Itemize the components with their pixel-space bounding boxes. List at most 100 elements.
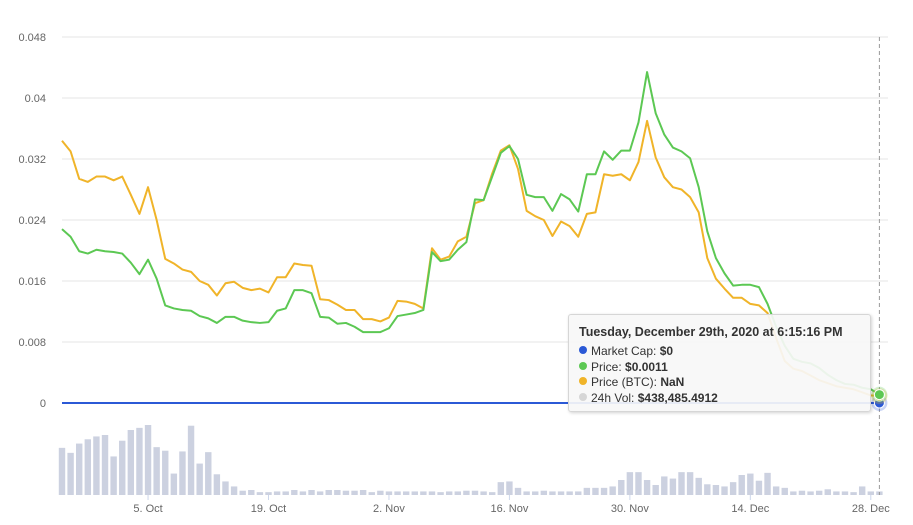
volume-bar: [93, 436, 100, 495]
volume-dot-icon: [579, 392, 587, 401]
volume-bar: [540, 490, 548, 495]
volume-bar: [213, 474, 221, 495]
tooltip-value: NaN: [660, 375, 685, 389]
volume-bar: [557, 491, 565, 495]
volume-bar: [84, 439, 92, 495]
volume-bar: [368, 492, 375, 495]
volume-bar: [704, 484, 711, 495]
volume-bar: [282, 491, 289, 495]
volume-bar: [239, 490, 246, 495]
volume-bar: [566, 491, 573, 495]
x-tick-label: 28. Dec: [852, 503, 890, 515]
volume-bar: [841, 491, 849, 495]
x-tick-label: 2. Nov: [373, 503, 405, 515]
volume-bar: [377, 490, 384, 495]
volume-bar: [755, 480, 763, 495]
tooltip-row-price: Price: $0.0011: [579, 360, 860, 376]
volume-bar: [807, 491, 814, 495]
volume-bar: [729, 482, 737, 495]
volume-bar: [127, 430, 135, 495]
volume-bar: [609, 486, 616, 495]
volume-bar: [592, 487, 599, 495]
volume-bar: [170, 473, 178, 495]
volume-bar: [772, 486, 780, 495]
volume-bar: [445, 491, 453, 495]
volume-bar: [661, 476, 668, 495]
volume-bar: [669, 478, 677, 495]
y-tick-label: 0.024: [18, 215, 46, 227]
y-tick-label: 0.048: [18, 32, 46, 44]
volume-bar: [497, 482, 505, 495]
x-tick-label: 5. Oct: [133, 503, 162, 515]
volume-bar: [686, 472, 694, 495]
volume-bar: [549, 491, 556, 495]
volume-bar: [695, 477, 702, 495]
volume-bar: [575, 491, 582, 495]
volume-bar: [600, 487, 608, 495]
tooltip-value: $0: [659, 344, 674, 358]
volume-bar: [76, 443, 83, 495]
volume-bar: [514, 487, 522, 495]
volume-bar: [428, 491, 436, 495]
volume-bar: [316, 491, 324, 495]
volume-bar: [738, 475, 745, 495]
price-line: [61, 71, 880, 396]
volume-bar: [325, 490, 332, 495]
tooltip-row-price-btc: Price (BTC): NaN: [579, 375, 860, 391]
price-dot-icon: [579, 361, 587, 370]
volume-bar: [205, 452, 212, 495]
volume-bar: [678, 472, 685, 495]
volume-bar: [824, 489, 831, 495]
volume-bar: [411, 491, 418, 495]
volume-bar: [187, 425, 195, 495]
y-tick-label: 0.008: [18, 337, 46, 349]
tooltip-value: $438,485.4912: [637, 390, 718, 405]
volume-bar: [463, 490, 470, 495]
price-btc-dot-icon: [579, 377, 587, 385]
volume-bar: [256, 492, 264, 495]
tooltip-label: Price:: [591, 359, 622, 374]
volume-bar: [299, 491, 307, 495]
volume-bar: [110, 456, 117, 495]
x-tick-label: 19. Oct: [251, 503, 286, 515]
volume-bar: [248, 490, 255, 495]
volume-bar: [101, 435, 109, 495]
volume-bar: [867, 491, 874, 495]
volume-bar: [308, 490, 315, 495]
volume-bar: [781, 487, 788, 495]
x-axis-ticks: 5. Oct 19. Oct 2. Nov 16. Nov 30. Nov 14. Dec…: [133, 495, 890, 515]
volume-bar: [815, 490, 823, 495]
volume-bar: [58, 447, 66, 495]
volume-bar: [489, 492, 496, 495]
volume-bar: [721, 486, 728, 495]
tooltip-label: Market Cap:: [591, 344, 657, 358]
volume-bar: [420, 491, 427, 495]
volume-bar: [850, 492, 857, 495]
y-axis-ticks: 0 0.008 0.016 0.024 0.032 0.04 0.048: [18, 32, 46, 410]
volume-bar: [471, 490, 479, 495]
tooltip-label: Price (BTC):: [591, 375, 657, 389]
volume-bar: [402, 491, 410, 495]
tooltip-row-volume: 24h Vol: $438,485.4912: [579, 391, 860, 407]
volume-bar: [119, 440, 126, 495]
volume-bar: [652, 485, 659, 495]
volume-bar: [230, 486, 238, 495]
volume-bar: [265, 492, 272, 495]
volume-bar: [222, 481, 229, 495]
y-tick-label: 0.016: [18, 276, 46, 288]
volume-bar: [334, 490, 341, 495]
volume-bar: [291, 490, 298, 495]
volume-bar: [394, 491, 401, 495]
hover-tooltip: Tuesday, December 29th, 2020 at 6:15:16 …: [568, 314, 871, 412]
x-tick-label: 16. Nov: [490, 503, 528, 515]
x-tick-label: 14. Dec: [731, 503, 769, 515]
volume-bar: [351, 490, 358, 495]
volume-bar: [798, 490, 806, 495]
volume-bar: [643, 480, 651, 495]
volume-bars: [58, 425, 883, 495]
volume-bar: [618, 480, 625, 495]
volume-bar: [790, 491, 797, 495]
volume-bar: [385, 491, 393, 495]
volume-bar: [747, 473, 754, 495]
